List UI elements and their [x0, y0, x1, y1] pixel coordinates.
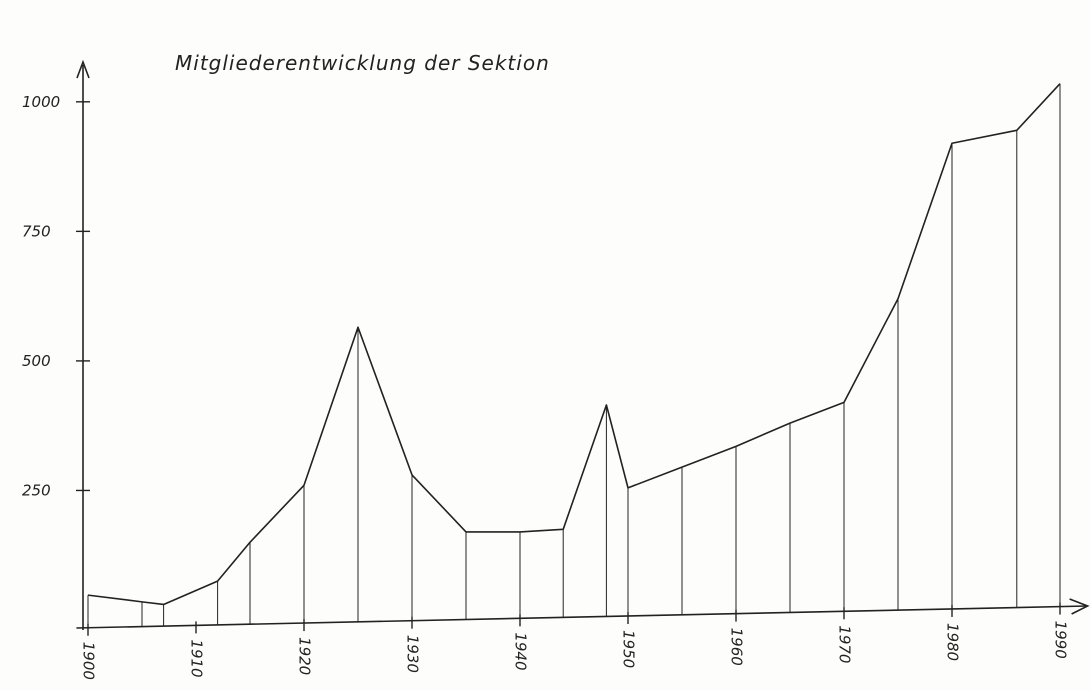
x-tick-label: 1940 [512, 632, 530, 670]
y-tick-label: 250 [22, 481, 51, 499]
x-tick-label: 1990 [1052, 621, 1070, 659]
x-tick-label: 1950 [620, 630, 638, 668]
chart-title: Mitgliederentwicklung der Sektion [175, 51, 550, 75]
x-tick-label: 1910 [188, 639, 206, 677]
y-tick-label: 750 [22, 222, 51, 240]
y-tick-label: 1000 [22, 93, 60, 111]
x-tick-label: 1970 [836, 625, 854, 663]
x-tick-label: 1920 [296, 637, 314, 675]
background [0, 0, 1091, 691]
x-tick-label: 1960 [728, 628, 746, 666]
x-tick-label: 1930 [404, 635, 422, 673]
x-tick-label: 1980 [944, 623, 962, 661]
chart: Mitgliederentwicklung der Sektion 250 500… [0, 0, 1091, 691]
y-tick-label: 500 [22, 352, 51, 370]
x-tick-label: 1900 [80, 642, 98, 680]
